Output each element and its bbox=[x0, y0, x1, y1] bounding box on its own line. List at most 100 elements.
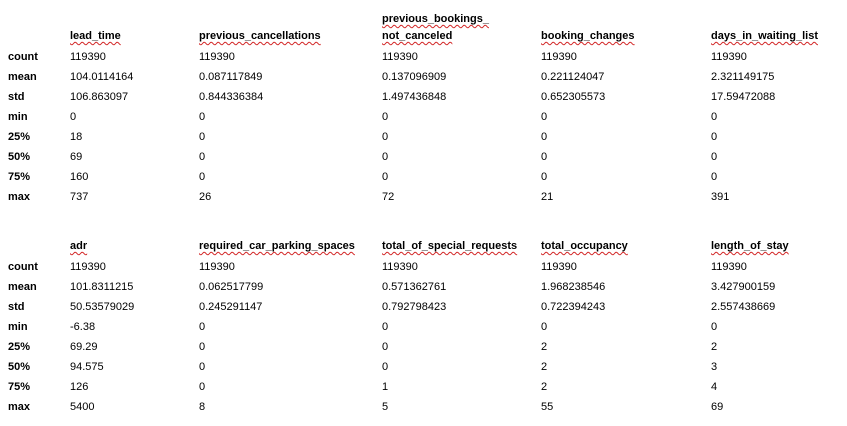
table-cell: 0.652305573 bbox=[541, 91, 606, 103]
table-cell: 0.137096909 bbox=[382, 71, 447, 83]
table-cell: 0 bbox=[711, 171, 718, 183]
row-label: max bbox=[8, 191, 31, 203]
row-label: count bbox=[8, 261, 38, 273]
table-cell: 26 bbox=[199, 191, 212, 203]
row-label: mean bbox=[8, 281, 37, 293]
table-cell: 0 bbox=[199, 341, 206, 353]
table-cell: 2 bbox=[541, 381, 548, 393]
table-cell: 0 bbox=[199, 111, 206, 123]
table-cell: 0 bbox=[382, 321, 389, 333]
table-cell: 72 bbox=[382, 191, 395, 203]
table-cell: 0 bbox=[382, 341, 389, 353]
table-cell: 104.0114164 bbox=[70, 71, 134, 83]
table-cell: 0.571362761 bbox=[382, 281, 447, 293]
column-header: lead_time bbox=[70, 30, 121, 42]
column-header: adr bbox=[70, 240, 88, 252]
row-label: min bbox=[8, 321, 28, 333]
row-label: std bbox=[8, 91, 25, 103]
table-cell: 0 bbox=[199, 381, 206, 393]
table-cell: 0 bbox=[711, 321, 718, 333]
table-cell: 0.221124047 bbox=[541, 71, 605, 83]
table-cell: 737 bbox=[70, 191, 89, 203]
table-cell: 5400 bbox=[70, 401, 95, 413]
column-header: previous_cancellations bbox=[199, 30, 321, 42]
table-cell: 69.29 bbox=[70, 341, 98, 353]
table-cell: 21 bbox=[541, 191, 554, 203]
table-cell: 0 bbox=[382, 151, 389, 163]
row-label: 75% bbox=[8, 171, 31, 183]
table-cell: 94.575 bbox=[70, 361, 104, 373]
table-cell: 119390 bbox=[711, 51, 747, 63]
table-cell: 0 bbox=[711, 131, 718, 143]
row-label: 75% bbox=[8, 381, 31, 393]
table-cell: 3 bbox=[711, 361, 718, 373]
table-cell: 0 bbox=[382, 361, 389, 373]
row-label: count bbox=[8, 51, 38, 63]
table-cell: 0.062517799 bbox=[199, 281, 264, 293]
table-cell: 391 bbox=[711, 191, 730, 203]
row-label: std bbox=[8, 301, 25, 313]
table-cell: 55 bbox=[541, 401, 554, 413]
table-cell: 160 bbox=[70, 171, 89, 183]
table-cell: 1.968238546 bbox=[541, 281, 606, 293]
table-cell: 0 bbox=[541, 321, 548, 333]
table-cell: 0 bbox=[711, 151, 718, 163]
table-cell: 5 bbox=[382, 401, 389, 413]
table-cell: 17.59472088 bbox=[711, 91, 776, 103]
row-label: max bbox=[8, 401, 31, 413]
table-cell: 0.844336384 bbox=[199, 91, 264, 103]
table-cell: 0 bbox=[199, 171, 206, 183]
row-label: mean bbox=[8, 71, 37, 83]
table-cell: 0 bbox=[199, 361, 206, 373]
column-header-line1: previous_bookings_ bbox=[382, 13, 489, 25]
table-cell: 101.8311215 bbox=[70, 281, 134, 293]
row-label: 50% bbox=[8, 151, 31, 163]
table-cell: 0 bbox=[541, 131, 548, 143]
table-cell: 3.427900159 bbox=[711, 281, 776, 293]
table-cell: 0.792798423 bbox=[382, 301, 447, 313]
table-cell: 0 bbox=[70, 111, 77, 123]
table-cell: 0.087117849 bbox=[199, 71, 263, 83]
table-cell: 0 bbox=[382, 111, 389, 123]
row-label: 25% bbox=[8, 341, 31, 353]
table-cell: 2.321149175 bbox=[711, 71, 775, 83]
table-cell: 0.722394243 bbox=[541, 301, 606, 313]
table-cell: 1 bbox=[382, 381, 389, 393]
row-label: min bbox=[8, 111, 28, 123]
table-cell: 69 bbox=[711, 401, 724, 413]
table-cell: 8 bbox=[199, 401, 206, 413]
table-cell: 106.863097 bbox=[70, 91, 129, 103]
table-cell: 0 bbox=[541, 151, 548, 163]
table-cell: 0 bbox=[199, 321, 206, 333]
table-cell: 0 bbox=[541, 171, 548, 183]
table-cell: 119390 bbox=[541, 261, 577, 273]
table-cell: 0 bbox=[199, 131, 206, 143]
table-cell: 119390 bbox=[541, 51, 577, 63]
table-cell: 119390 bbox=[382, 261, 418, 273]
column-header: days_in_waiting_list bbox=[711, 30, 818, 42]
row-label: 25% bbox=[8, 131, 31, 143]
table-cell: -6.38 bbox=[70, 321, 96, 333]
table-cell: 4 bbox=[711, 381, 718, 393]
table-cell: 0 bbox=[382, 171, 389, 183]
column-header: total_occupancy bbox=[541, 240, 628, 252]
table-cell: 1.497436848 bbox=[382, 91, 447, 103]
table-cell: 0 bbox=[382, 131, 389, 143]
table-cell: 119390 bbox=[199, 51, 235, 63]
table-cell: 50.53579029 bbox=[70, 301, 135, 313]
column-header: total_of_special_requests bbox=[382, 240, 518, 252]
table-cell: 18 bbox=[70, 131, 83, 143]
table-cell: 2 bbox=[541, 361, 548, 373]
column-header: required_car_parking_spaces bbox=[199, 240, 355, 252]
table-cell: 2 bbox=[711, 341, 718, 353]
table-cell: 0 bbox=[199, 151, 206, 163]
table-cell: 119390 bbox=[382, 51, 418, 63]
row-label: 50% bbox=[8, 361, 31, 373]
table-cell: 119390 bbox=[711, 261, 747, 273]
table-cell: 0 bbox=[541, 111, 548, 123]
table-cell: 119390 bbox=[70, 261, 106, 273]
table-cell: 0.245291147 bbox=[199, 301, 263, 313]
table-cell: 126 bbox=[70, 381, 89, 393]
table-cell: 119390 bbox=[199, 261, 235, 273]
table-cell: 2.557438669 bbox=[711, 301, 776, 313]
